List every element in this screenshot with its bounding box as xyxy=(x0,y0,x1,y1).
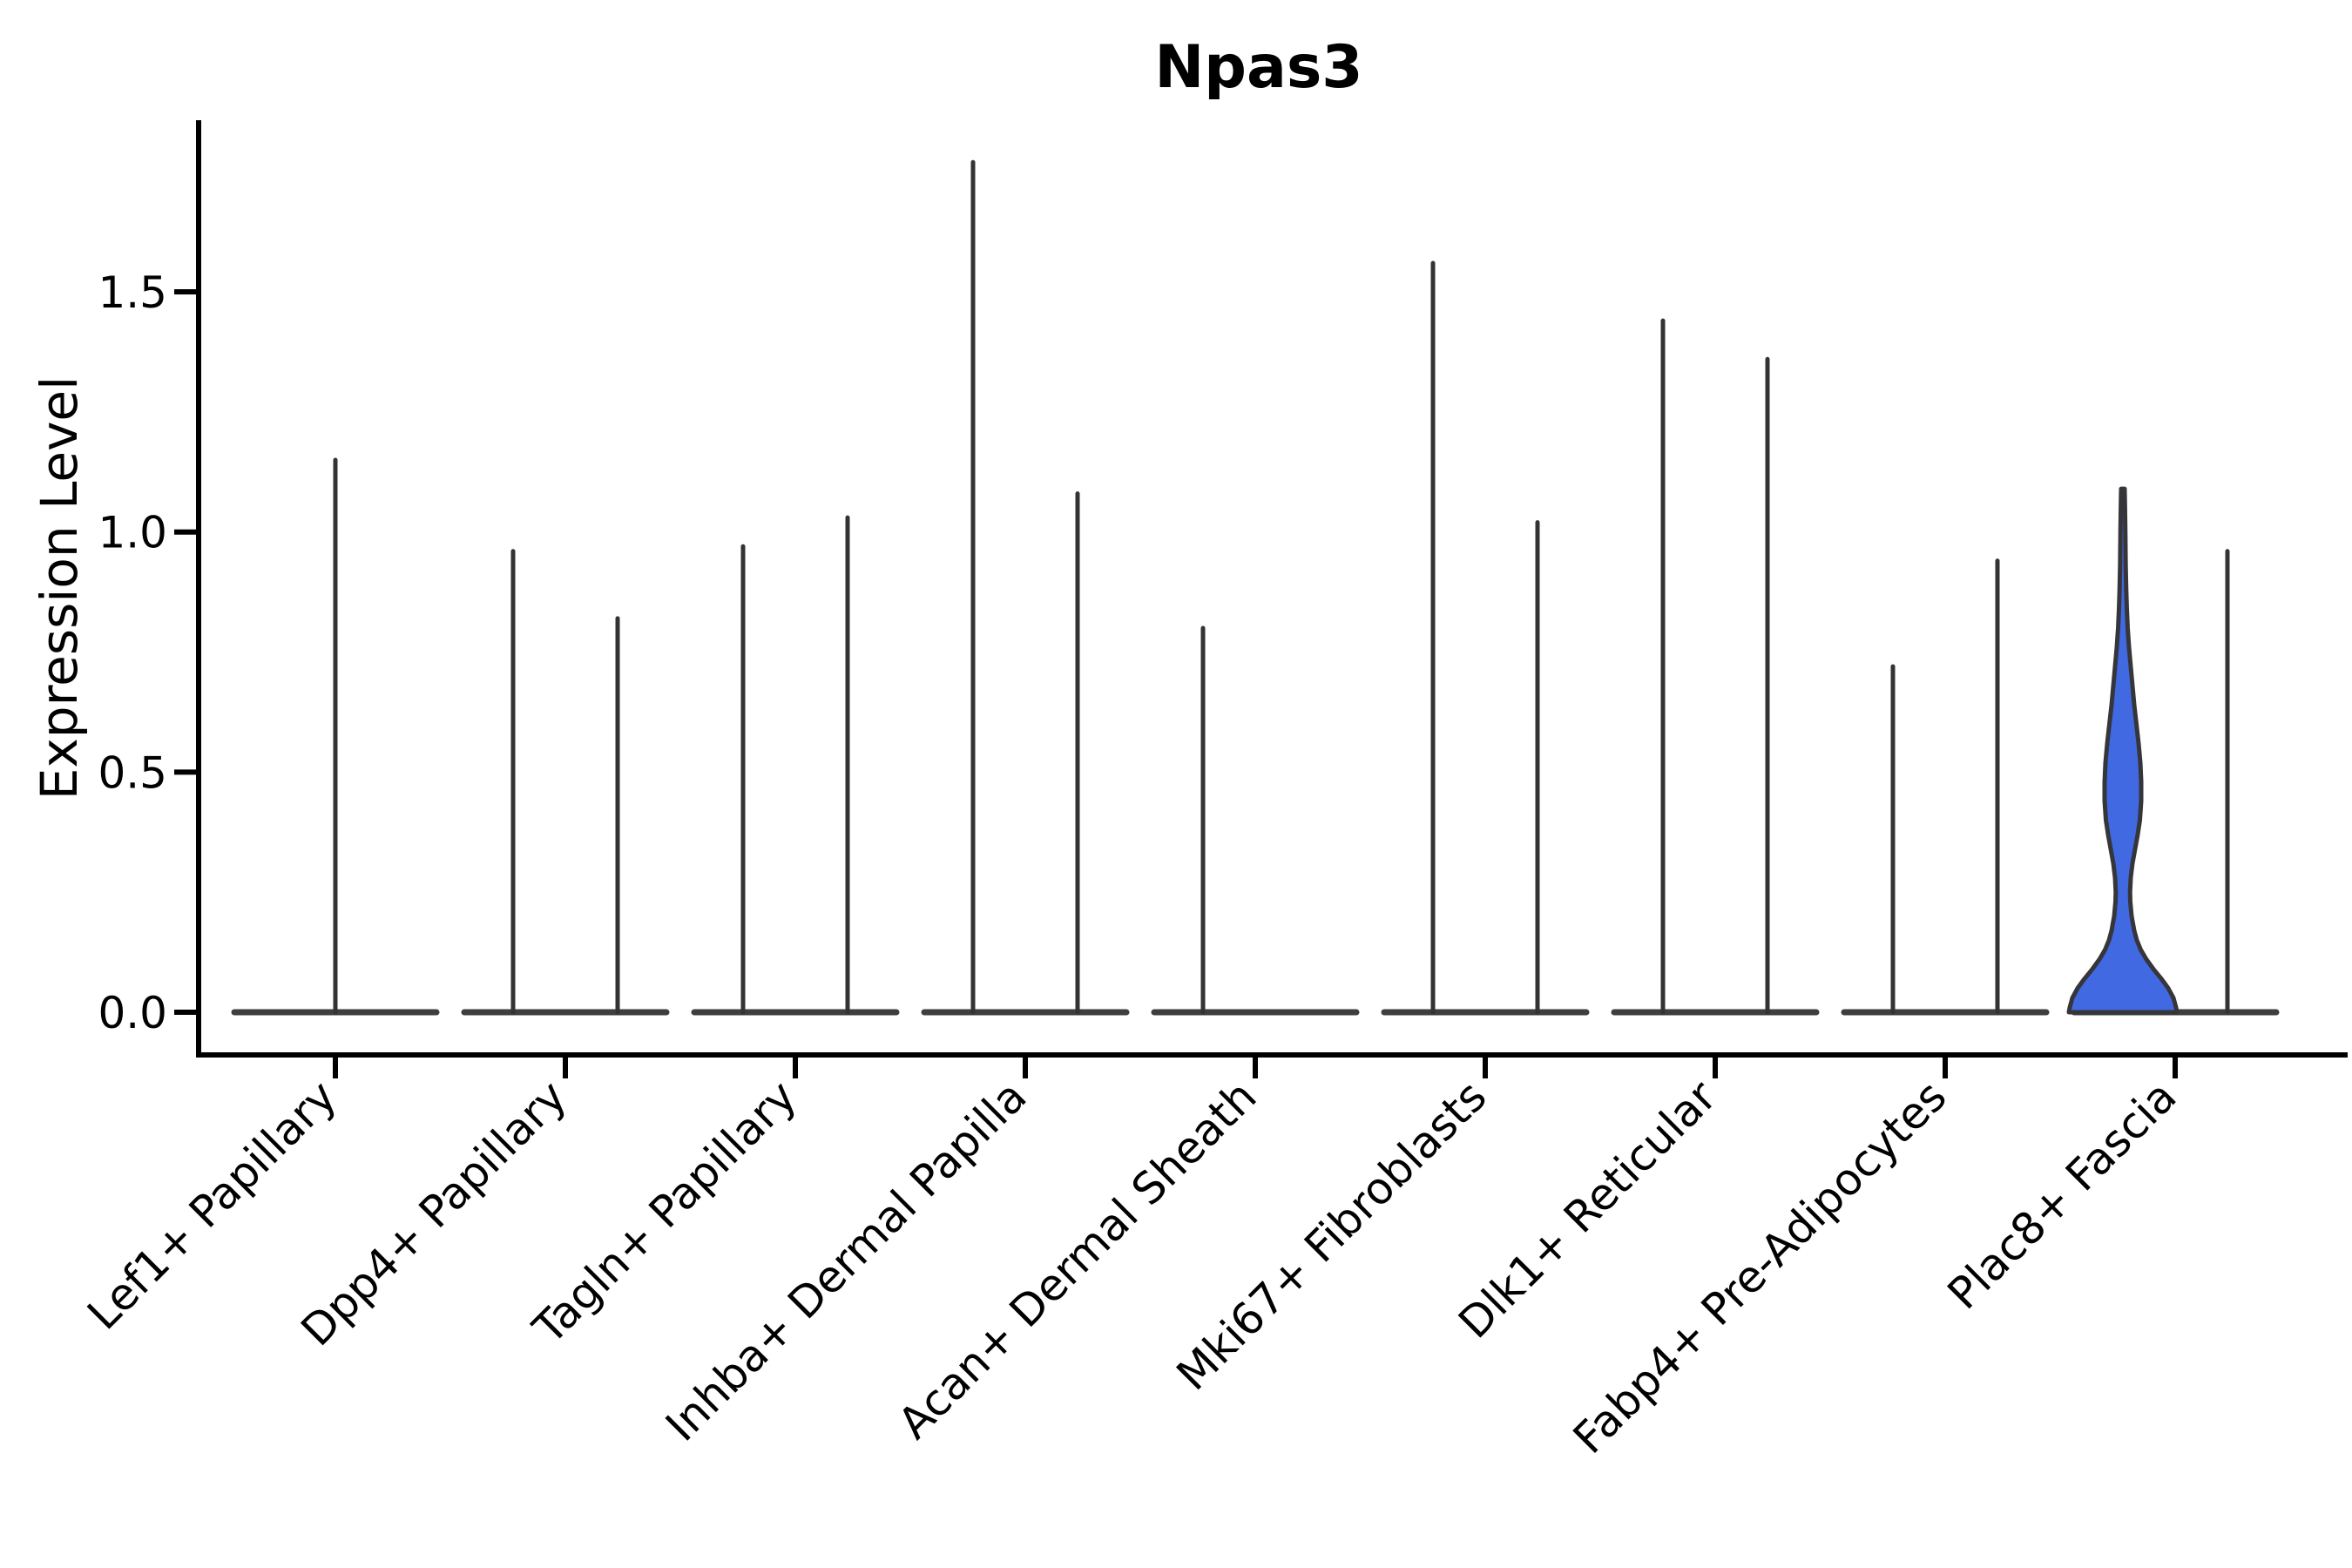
chart-title: Npas3 xyxy=(1154,33,1362,102)
y-tick-label: 0.0 xyxy=(98,988,167,1038)
y-axis-title: Expression Level xyxy=(30,376,89,800)
y-tick-label: 1.0 xyxy=(98,508,167,558)
x-tick-label: Lef1+ Papillary xyxy=(78,1071,346,1339)
violin-body xyxy=(2066,486,2180,1015)
y-tick-label: 1.5 xyxy=(98,267,167,318)
y-tick-label: 0.5 xyxy=(98,747,167,798)
x-tick-label: Plac8+ Fascia xyxy=(1938,1071,2186,1319)
x-tick-label: Fabp4+ Pre-Adipocytes xyxy=(1564,1071,1957,1463)
